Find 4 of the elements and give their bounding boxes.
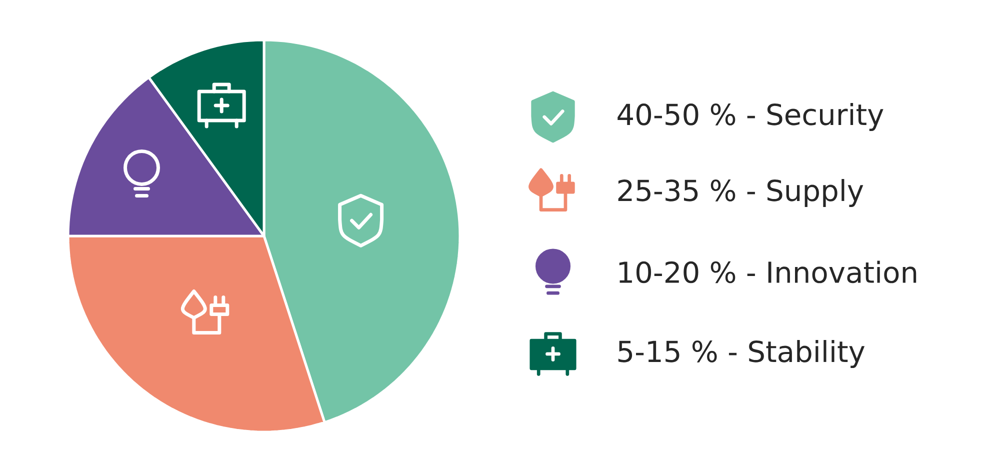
- legend-label: 10-20 % - Innovation: [619, 260, 916, 284]
- legend-label: 40-50 % - Security: [618, 103, 884, 131]
- legend-label: 5-15 % - Stability: [618, 340, 865, 368]
- legend-label: 25-35 % - Supply: [618, 179, 864, 207]
